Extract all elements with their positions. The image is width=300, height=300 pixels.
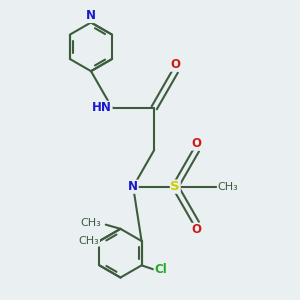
Text: CH₃: CH₃ [79,236,99,246]
Text: CH₃: CH₃ [218,182,238,192]
Text: S: S [170,180,180,193]
Text: O: O [170,58,180,71]
Text: HN: HN [92,101,112,114]
Text: N: N [86,10,96,22]
Text: O: O [191,224,201,236]
Text: N: N [128,180,138,193]
Text: Cl: Cl [154,263,167,276]
Text: CH₃: CH₃ [81,218,101,227]
Text: O: O [191,137,201,150]
